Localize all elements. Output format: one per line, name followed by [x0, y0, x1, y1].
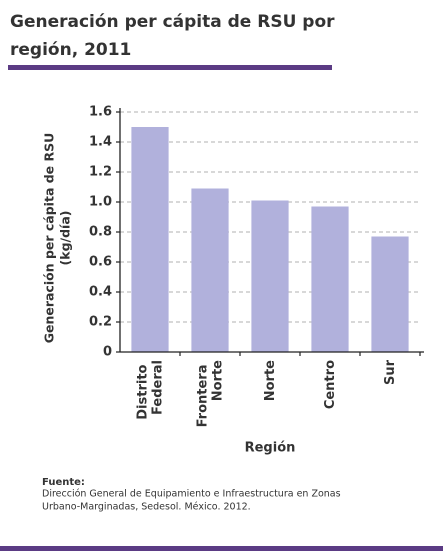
y-axis-label: Generación per cápita de RSU — [42, 133, 57, 344]
bar — [311, 206, 349, 352]
bar — [131, 127, 169, 352]
x-tick-label: Centro — [323, 360, 338, 409]
y-tick-label: 1.4 — [89, 135, 112, 150]
x-tick-label: Sur — [383, 359, 398, 385]
bar — [371, 236, 409, 352]
x-tick-label: Distrito Federal — [135, 360, 165, 420]
chart-title: Generación per cápita de RSU por — [10, 12, 335, 32]
chart-title: región, 2011 — [10, 40, 131, 60]
title-rule — [8, 65, 332, 70]
bar — [191, 188, 229, 352]
source-text: Dirección General de Equipamiento e Infr… — [42, 489, 341, 500]
y-tick-label: 0.8 — [89, 225, 112, 240]
bar — [251, 200, 289, 352]
source-title: Fuente: — [42, 477, 85, 488]
y-tick-label: 0.4 — [89, 285, 112, 300]
y-tick-label: 1.6 — [89, 105, 112, 120]
y-tick-label: 0 — [103, 345, 112, 360]
x-tick-label: Frontera Norte — [195, 360, 225, 428]
y-tick-label: 0.6 — [89, 255, 112, 270]
y-axis-label: (kg/día) — [58, 211, 73, 266]
y-tick-label: 1.0 — [89, 195, 112, 210]
bottom-rule — [0, 546, 443, 551]
y-tick-label: 1.2 — [89, 165, 112, 180]
source-text: Urbano-Marginadas, Sedesol. México. 2012… — [42, 502, 251, 513]
x-tick-label: Norte — [263, 360, 278, 401]
y-tick-label: 0.2 — [89, 315, 112, 330]
x-axis-label: Región — [245, 441, 296, 456]
